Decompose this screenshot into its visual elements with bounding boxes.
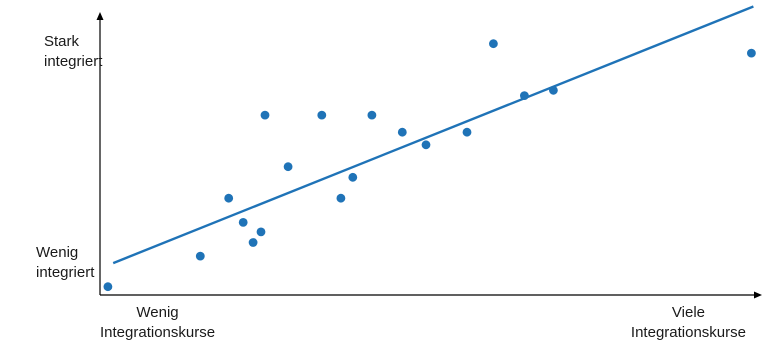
y-bottom-label-line-2: integriert xyxy=(36,264,95,281)
trend-line xyxy=(112,5,754,265)
y-axis-arrow xyxy=(96,12,104,20)
data-point-6 xyxy=(256,227,266,237)
y-axis-bottom-label: Wenig integriert xyxy=(36,243,94,283)
data-point-9 xyxy=(317,110,327,120)
y-bottom-label-line-1: Wenig xyxy=(36,244,79,261)
data-point-17 xyxy=(520,91,529,100)
data-point-13 xyxy=(397,127,407,137)
data-point-2 xyxy=(195,251,205,261)
data-point-4 xyxy=(238,218,248,227)
x-axis-arrow xyxy=(754,291,762,299)
axes xyxy=(96,12,762,299)
data-point-5 xyxy=(248,238,258,247)
x-left-label-line-2: Integrationskurse xyxy=(100,324,216,341)
data-point-10 xyxy=(336,193,346,203)
y-axis-top-label: Stark integriert xyxy=(44,32,102,72)
data-point-11 xyxy=(348,172,358,182)
data-point-1 xyxy=(103,282,113,292)
data-point-8 xyxy=(283,162,293,172)
data-point-12 xyxy=(367,110,377,120)
y-top-label-line-2: integriert xyxy=(44,53,103,70)
data-point-16 xyxy=(489,39,498,49)
data-point-18 xyxy=(549,85,558,95)
data-points xyxy=(103,39,756,292)
x-right-label-line-1: Viele xyxy=(671,304,705,321)
x-right-label-line-2: Integrationskurse xyxy=(630,324,746,341)
data-point-7 xyxy=(260,110,270,120)
data-point-14 xyxy=(421,140,431,150)
trend-line-group xyxy=(112,5,754,265)
data-point-19 xyxy=(747,48,756,58)
x-left-label-line-1: Wenig xyxy=(136,304,179,321)
x-axis-right-label: Viele Integrationskurse xyxy=(631,303,746,343)
data-point-3 xyxy=(224,193,234,203)
x-axis-left-label: Wenig Integrationskurse xyxy=(100,303,215,343)
y-top-label-line-1: Stark xyxy=(44,33,80,50)
data-point-15 xyxy=(462,127,472,137)
